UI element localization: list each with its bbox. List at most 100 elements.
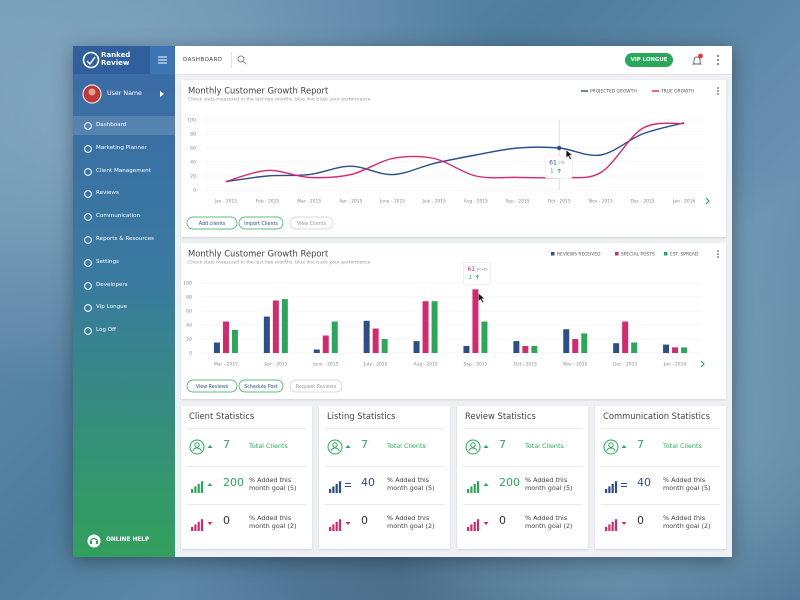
line-series — [225, 122, 685, 183]
action-button[interactable]: Import Clients — [238, 216, 284, 230]
menu-icon — [84, 190, 92, 199]
menu-icon-shape — [84, 167, 92, 176]
stat-label: Total Clients — [249, 442, 288, 450]
menu-icon-shape — [84, 327, 92, 336]
menu-label: Log Off — [96, 327, 117, 334]
menu-icon-shape — [84, 213, 92, 222]
x-tick-label: Sep - 2015 — [506, 199, 530, 205]
stat-icon — [603, 439, 627, 455]
more-dot — [717, 253, 719, 255]
button-shape — [238, 379, 284, 393]
stat-title: Listing Statistics — [327, 411, 396, 421]
page-title: DASHBOARD — [183, 57, 223, 63]
bar — [363, 320, 370, 353]
y-tick-label: 100 — [187, 118, 196, 124]
stat-value: 0 — [637, 514, 644, 527]
action-button[interactable]: Add clients — [186, 216, 238, 230]
x-tick-label: Dec - 2015 — [630, 199, 654, 205]
icon-bar — [611, 521, 614, 531]
stat-title: Communication Statistics — [603, 411, 710, 421]
legend-label: PROJECTED GROWTH — [590, 89, 637, 95]
more-icon[interactable] — [715, 54, 721, 66]
trend-flat — [345, 483, 351, 487]
menu-item[interactable]: Settings — [73, 253, 175, 272]
brand-line: Review — [101, 58, 130, 67]
y-tick-label: 100 — [183, 281, 192, 287]
menu-label: Reports & Resources — [96, 236, 154, 242]
menu-item[interactable]: Client Management — [73, 162, 175, 181]
icon-bar — [200, 519, 204, 531]
x-tick-label: July - 2015 — [363, 362, 388, 368]
hamburger-icon — [158, 56, 167, 64]
icon-body — [606, 447, 616, 452]
search-icon[interactable] — [237, 55, 247, 65]
menu-item[interactable]: Marketing Planner — [73, 139, 175, 158]
x-tick-label: Oct - 2015 — [514, 362, 537, 368]
vip-button[interactable]: VIP LONGUE — [625, 53, 673, 67]
stat-row: 0 % Added this month goal (2) — [601, 504, 720, 539]
menu-icon-shape — [84, 122, 92, 130]
icon-bar — [197, 483, 200, 493]
icon-bar — [200, 481, 204, 493]
menu-icon-shape — [84, 144, 92, 153]
menu-item[interactable]: Reports & Resources — [73, 230, 175, 249]
menu-item[interactable]: Vip Longue — [73, 298, 175, 317]
trend-flat — [621, 483, 627, 487]
legend-swatch — [664, 252, 668, 256]
tooltip-value: 61 — [549, 160, 557, 167]
online-help[interactable]: ONLINE HELP — [73, 530, 175, 552]
x-tick-label: Jan - 2016 — [672, 199, 696, 205]
more-dot — [717, 90, 719, 92]
next-arrow[interactable] — [705, 197, 710, 205]
y-tick-label: 40 — [190, 160, 196, 166]
notification-icon[interactable] — [690, 53, 704, 67]
y-tick-label: 60 — [190, 146, 196, 152]
icon-bar — [338, 481, 342, 493]
stat-icon — [191, 519, 213, 531]
icon-head — [332, 442, 338, 448]
bar — [263, 316, 270, 353]
menu-item[interactable]: Developers — [73, 276, 175, 295]
icon-bar — [332, 524, 335, 531]
stat-label: % Added this month goal (5) — [663, 476, 711, 492]
icon-bar — [191, 489, 194, 493]
stat-value: 0 — [361, 514, 368, 527]
user-name: User Name — [107, 90, 142, 97]
legend-swatch — [615, 252, 619, 256]
action-button[interactable]: View Clients — [289, 216, 334, 230]
stat-row: 0 % Added this month goal (2) — [325, 504, 444, 539]
next-arrow[interactable] — [700, 360, 705, 368]
stat-icon — [605, 519, 627, 531]
action-button[interactable]: View Reviews — [186, 379, 238, 393]
menu-icon — [84, 144, 92, 153]
trend-up — [621, 445, 627, 448]
user-menu[interactable]: User Name — [73, 80, 175, 108]
stat-value: 7 — [361, 438, 368, 451]
menu-toggle[interactable] — [150, 46, 175, 74]
stat-row: 40 % Added this month goal (5) — [601, 466, 720, 501]
icon-bar — [329, 489, 332, 493]
avatar — [82, 84, 102, 104]
menu-item[interactable]: Reviews — [73, 184, 175, 203]
bar — [631, 342, 638, 353]
menu-icon — [84, 213, 92, 222]
sidebar: Ranked Review User Name Dashboard Marketi… — [73, 46, 175, 557]
menu-item[interactable]: Dashboard — [73, 116, 175, 135]
bar — [463, 346, 470, 353]
menu-item[interactable]: Communication — [73, 207, 175, 226]
button-label: Import Clients — [244, 221, 278, 227]
icon-bar — [335, 483, 338, 493]
stat-row: 200 % Added this month goal (5) — [187, 466, 306, 501]
tooltip: 61 clls 1 — [544, 155, 573, 179]
icon-bar — [470, 486, 473, 493]
caret-icon — [160, 91, 164, 97]
menu-item[interactable]: Log Off — [73, 321, 175, 340]
stat-icon — [465, 439, 489, 455]
trend-up — [345, 445, 351, 448]
bar — [681, 347, 688, 353]
action-button[interactable]: Request Reviews — [289, 379, 343, 393]
app-window: Ranked Review User Name Dashboard Marketi… — [73, 46, 732, 557]
action-button[interactable]: Schedule Post — [238, 379, 284, 393]
